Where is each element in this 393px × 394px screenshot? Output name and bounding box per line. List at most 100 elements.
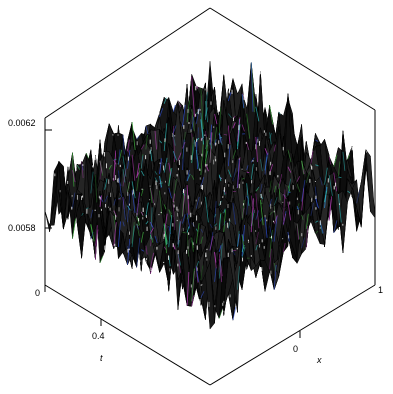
surface-glint bbox=[296, 176, 301, 182]
surface-glint bbox=[347, 190, 351, 194]
surface-speckle bbox=[227, 252, 229, 257]
surface-speckle bbox=[141, 188, 143, 190]
surface-speckle bbox=[214, 156, 216, 160]
surface-glint bbox=[246, 198, 249, 215]
surface-speckle bbox=[215, 226, 217, 230]
surface-speckle bbox=[201, 137, 203, 142]
surface-glint bbox=[227, 145, 231, 167]
surface-speckle bbox=[101, 142, 103, 144]
surface-glint bbox=[195, 149, 200, 170]
surface-glint bbox=[269, 248, 272, 270]
surface-glint bbox=[95, 174, 98, 203]
surface-glint bbox=[99, 160, 104, 176]
surface-speckle bbox=[183, 125, 185, 129]
surface-speckle bbox=[227, 222, 229, 228]
surface-speckle bbox=[158, 111, 160, 115]
t-axis-label: t bbox=[100, 353, 103, 363]
surface-speckle bbox=[187, 246, 189, 249]
surface-speckle bbox=[132, 192, 134, 196]
surface-speckle bbox=[109, 207, 111, 211]
surface-glint bbox=[260, 183, 263, 193]
surface-speckle bbox=[255, 167, 257, 171]
surface-speckle bbox=[231, 248, 233, 253]
surface-glint bbox=[241, 94, 245, 109]
surface-glint bbox=[269, 229, 273, 258]
surface-speckle bbox=[196, 215, 198, 221]
surface-speckle bbox=[172, 243, 174, 248]
surface-glint bbox=[273, 144, 276, 152]
surface-speckle bbox=[145, 258, 147, 260]
surface-speckle bbox=[315, 195, 317, 199]
surface-speckle bbox=[76, 194, 78, 200]
surface-speckle bbox=[117, 134, 119, 136]
surface-glint bbox=[237, 266, 240, 290]
surface-glint bbox=[246, 113, 251, 139]
surface-glint bbox=[195, 108, 200, 124]
surface-glint bbox=[186, 214, 190, 220]
surface-glint bbox=[172, 150, 177, 161]
surface-speckle bbox=[213, 159, 215, 165]
surface-glint bbox=[305, 213, 309, 230]
surface-speckle bbox=[177, 167, 179, 171]
surface-speckle bbox=[168, 255, 170, 260]
surface-speckle bbox=[114, 243, 116, 247]
surface-glint bbox=[113, 158, 117, 161]
surface-speckle bbox=[86, 208, 88, 214]
surface-glint bbox=[264, 148, 268, 155]
surface-glint bbox=[209, 132, 213, 163]
surface-glint bbox=[90, 223, 95, 242]
surface-speckle bbox=[282, 146, 284, 151]
surface-glint bbox=[273, 205, 276, 222]
surface-glint bbox=[95, 229, 99, 246]
surface-glint bbox=[127, 182, 130, 193]
surface-glint bbox=[117, 170, 122, 198]
surface-speckle bbox=[142, 207, 144, 213]
surface-glint bbox=[150, 187, 154, 204]
surface-glint bbox=[72, 218, 76, 239]
surface-speckle bbox=[273, 289, 275, 293]
surface-speckle bbox=[232, 160, 234, 163]
surface-speckle bbox=[71, 206, 73, 210]
surface-speckle bbox=[112, 134, 114, 136]
surface-glint bbox=[232, 202, 236, 225]
surface-speckle bbox=[164, 192, 166, 195]
surface-glint bbox=[356, 189, 361, 204]
surface-glint bbox=[200, 236, 204, 244]
surface-speckle bbox=[195, 85, 197, 91]
surface-speckle bbox=[319, 227, 321, 229]
surface-glint bbox=[136, 192, 141, 218]
surface-glint bbox=[315, 164, 319, 167]
surface-glint bbox=[200, 177, 205, 187]
surface-glint bbox=[200, 265, 204, 281]
surface-speckle bbox=[333, 185, 335, 190]
surface-speckle bbox=[271, 235, 273, 239]
surface-speckle bbox=[190, 74, 192, 76]
surface-speckle bbox=[213, 126, 215, 128]
surface-glint bbox=[296, 205, 300, 211]
surface-glint bbox=[255, 136, 259, 147]
surface-speckle bbox=[192, 242, 194, 246]
surface-speckle bbox=[218, 140, 220, 144]
surface-glint bbox=[150, 222, 154, 229]
surface-glint bbox=[95, 225, 98, 260]
surface-speckle bbox=[200, 185, 202, 190]
surface-speckle bbox=[89, 236, 91, 241]
surface-glint bbox=[287, 185, 291, 193]
surface-speckle bbox=[163, 261, 165, 264]
frame-edge-top-left bbox=[44, 7, 211, 119]
surface-speckle bbox=[176, 206, 178, 211]
surface-glint bbox=[186, 230, 190, 257]
surface-speckle bbox=[193, 221, 195, 227]
surface-speckle bbox=[228, 184, 230, 187]
surface-glint bbox=[136, 237, 141, 268]
surface-glint bbox=[227, 92, 232, 102]
surface-speckle bbox=[250, 255, 252, 257]
surface-glint bbox=[140, 154, 144, 169]
surface-speckle bbox=[243, 203, 245, 206]
surface-glint bbox=[136, 167, 141, 191]
surface-speckle bbox=[327, 178, 329, 183]
surface-glint bbox=[191, 139, 196, 164]
surface-speckle bbox=[163, 234, 165, 240]
surface-speckle bbox=[190, 129, 192, 133]
surface-glint bbox=[237, 157, 241, 188]
